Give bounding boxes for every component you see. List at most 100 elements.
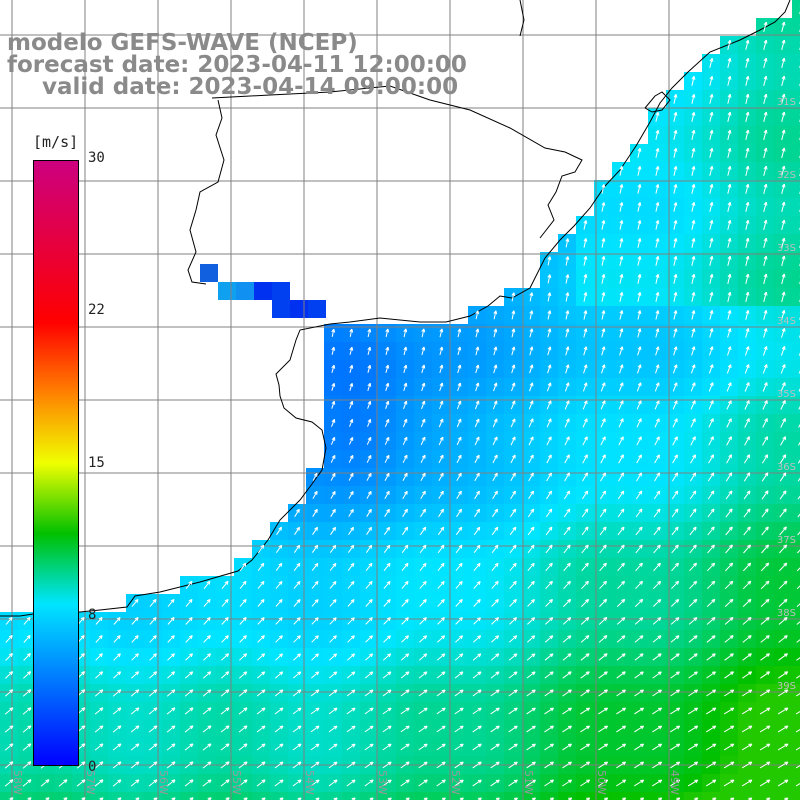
wind-arrow [727, 291, 732, 303]
wind-speed-cell [270, 792, 289, 800]
latitude-label: 31S [777, 97, 796, 108]
wind-arrow [655, 111, 660, 122]
wind-arrow [655, 255, 660, 266]
wind-arrow [475, 310, 480, 320]
wind-arrow [439, 328, 444, 338]
wind-arrow [745, 93, 750, 105]
wind-arrow [709, 75, 714, 86]
longitude-label: 49W [668, 770, 681, 795]
wind-arrow [637, 220, 642, 230]
wind-arrow [781, 75, 786, 87]
wind-arrow [331, 400, 336, 409]
wind-arrow [797, 477, 800, 482]
wind-arrow [745, 75, 750, 86]
wind-arrow [689, 490, 697, 500]
wind-arrow [781, 201, 786, 213]
wind-arrow [330, 490, 336, 499]
wind-arrow [637, 291, 642, 302]
wind-arrow [637, 147, 642, 158]
wind-arrow [781, 255, 786, 267]
wind-arrow [637, 237, 642, 248]
wind-arrow [402, 472, 408, 482]
wind-arrow [384, 490, 390, 499]
wind-arrow [456, 418, 462, 428]
wind-arrow [547, 364, 552, 374]
wind-arrow [673, 165, 678, 176]
wind-arrow [439, 346, 444, 356]
wind-speed-cell [630, 792, 649, 800]
wind-arrow [583, 328, 588, 338]
wind-arrow [726, 400, 732, 410]
wind-speed-cell [342, 792, 361, 800]
wind-arrow [743, 472, 751, 482]
wind-arrow [510, 490, 516, 500]
wind-arrow [331, 328, 336, 338]
wind-arrow [727, 273, 732, 285]
wind-arrow [763, 21, 768, 33]
wind-arrow [583, 291, 588, 302]
wind-arrow [673, 291, 678, 302]
wind-speed-cell [162, 792, 181, 800]
wind-arrow [438, 472, 444, 482]
wind-arrow [709, 111, 714, 122]
wind-speed-cell [792, 108, 800, 127]
wind-arrow [457, 382, 462, 392]
wind-arrow [583, 238, 588, 248]
wind-arrow [367, 346, 372, 356]
latitude-label: 32S [777, 170, 796, 181]
wind-arrow [673, 111, 678, 122]
wind-arrow [709, 255, 714, 266]
wind-arrow [709, 183, 714, 194]
wind-arrow [726, 382, 732, 392]
wind-arrow [547, 328, 552, 338]
wind-arrow [763, 57, 768, 69]
wind-arrow [511, 382, 516, 392]
wind-arrow [601, 255, 606, 266]
wind-arrow [744, 400, 750, 410]
wind-arrow [421, 400, 426, 410]
wind-speed-cell [792, 18, 800, 37]
wind-arrow [637, 165, 642, 176]
wind-arrow [420, 436, 426, 446]
wind-arrow [438, 454, 444, 464]
wind-speed-cell [792, 180, 800, 199]
wind-speed-cell [774, 792, 793, 800]
wind-arrow [798, 441, 800, 446]
wind-arrow [493, 364, 498, 374]
coastline [0, 0, 791, 617]
wind-speed-cell [36, 792, 55, 800]
wind-speed-cell [432, 792, 451, 800]
wind-arrow [727, 111, 732, 123]
wind-arrow [564, 436, 570, 446]
wind-speed-cell [792, 792, 800, 800]
wind-arrow [563, 490, 571, 500]
wind-arrow [726, 418, 732, 428]
wind-arrow [762, 418, 768, 428]
wind-arrow [636, 418, 642, 428]
wind-arrow [547, 292, 552, 302]
wind-arrow [619, 202, 624, 212]
wind-arrow [366, 454, 372, 463]
wind-arrow [474, 472, 480, 482]
wind-arrow [763, 129, 768, 141]
wind-arrow [691, 237, 696, 248]
wind-arrow [709, 237, 714, 248]
wind-arrow [763, 291, 768, 303]
wind-speed-cell [396, 792, 415, 800]
wind-arrow [745, 273, 750, 285]
wind-arrow [456, 490, 462, 500]
wind-arrow [330, 436, 336, 445]
wind-arrow [691, 328, 696, 338]
wind-arrow [438, 436, 444, 446]
wind-arrow [763, 39, 768, 51]
wind-arrow [528, 418, 534, 428]
wind-arrow [780, 364, 786, 374]
wind-speed-cell [792, 216, 800, 235]
wind-speed-cell [792, 648, 800, 667]
wind-arrow [529, 382, 534, 392]
wind-arrow [673, 310, 678, 320]
wind-speed-cell [360, 792, 379, 800]
wind-speed-cell [756, 792, 775, 800]
wind-arrow [763, 147, 768, 159]
wind-speed-cell [272, 282, 290, 300]
